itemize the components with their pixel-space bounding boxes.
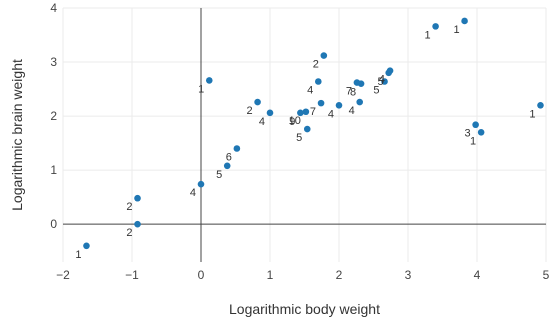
point-label: 4 xyxy=(307,84,313,96)
x-axis-ticks: −2 −1 0 1 2 3 4 5 xyxy=(56,268,550,282)
point-label: 2 xyxy=(126,227,132,239)
point-label: 5 xyxy=(216,169,222,181)
x-tick-label: 3 xyxy=(405,268,412,282)
point-label: 4 xyxy=(190,187,196,199)
point-label: 4 xyxy=(259,116,265,128)
data-point xyxy=(381,78,388,85)
point-label: 1 xyxy=(470,135,476,147)
zero-lines xyxy=(63,8,546,262)
point-label: 3 xyxy=(464,128,470,140)
data-point xyxy=(335,101,343,109)
data-point xyxy=(197,180,205,188)
point-label: 4 xyxy=(379,74,385,86)
point-label: 5 xyxy=(296,132,302,144)
data-points xyxy=(83,17,544,250)
point-label: 5 xyxy=(373,84,379,96)
data-point xyxy=(356,98,364,106)
data-point xyxy=(386,67,394,74)
data-point xyxy=(432,23,439,30)
point-label: 1 xyxy=(529,108,535,120)
data-point xyxy=(223,162,231,170)
data-point xyxy=(205,77,213,84)
point-label: 6 xyxy=(226,152,232,164)
y-tick-label: 1 xyxy=(50,163,57,177)
y-tick-label: 3 xyxy=(50,55,57,69)
point-label: 2 xyxy=(126,201,132,213)
y-tick-label: 0 xyxy=(50,217,57,231)
data-point xyxy=(320,52,328,59)
point-label: 9 xyxy=(289,116,295,128)
x-tick-label: −1 xyxy=(125,268,139,282)
data-point xyxy=(472,121,479,129)
data-point xyxy=(537,101,544,109)
point-label: 1 xyxy=(453,24,459,36)
data-point xyxy=(357,80,365,87)
point-label: 10 xyxy=(289,115,301,127)
data-point xyxy=(233,145,241,152)
point-label: 1 xyxy=(424,29,430,41)
data-point xyxy=(254,98,261,106)
x-tick-label: 2 xyxy=(336,268,343,282)
data-point xyxy=(83,242,90,250)
x-tick-label: 0 xyxy=(198,268,205,282)
data-point xyxy=(266,109,274,117)
data-point xyxy=(317,99,325,107)
grid-lines xyxy=(62,7,547,262)
y-axis-ticks: 0 1 2 3 4 xyxy=(50,1,57,231)
point-label: 5 xyxy=(378,76,384,88)
point-label: 1 xyxy=(75,249,81,261)
x-tick-label: 1 xyxy=(267,268,274,282)
point-label: 7 xyxy=(346,86,352,98)
data-point xyxy=(477,128,485,136)
point-label: 2 xyxy=(313,59,319,71)
x-tick-label: −2 xyxy=(56,268,70,282)
data-point xyxy=(134,194,141,202)
point-label: 4 xyxy=(328,108,334,120)
data-point xyxy=(302,108,310,116)
data-point xyxy=(315,78,322,85)
data-point xyxy=(297,109,304,117)
point-label: 2 xyxy=(246,105,252,117)
y-axis-title: Logarithmic brain weight xyxy=(9,59,25,211)
data-point xyxy=(134,220,141,228)
x-tick-label: 5 xyxy=(543,268,550,282)
data-point xyxy=(303,125,311,133)
x-tick-label: 4 xyxy=(474,268,481,282)
y-tick-label: 4 xyxy=(50,1,57,15)
point-label: 4 xyxy=(349,105,355,117)
y-tick-label: 2 xyxy=(50,109,57,123)
point-label: 8 xyxy=(350,87,356,99)
point-label: 1 xyxy=(198,83,204,95)
x-axis-title: Logarithmic body weight xyxy=(229,301,380,317)
point-label: 7 xyxy=(310,106,316,118)
data-point xyxy=(461,17,468,25)
